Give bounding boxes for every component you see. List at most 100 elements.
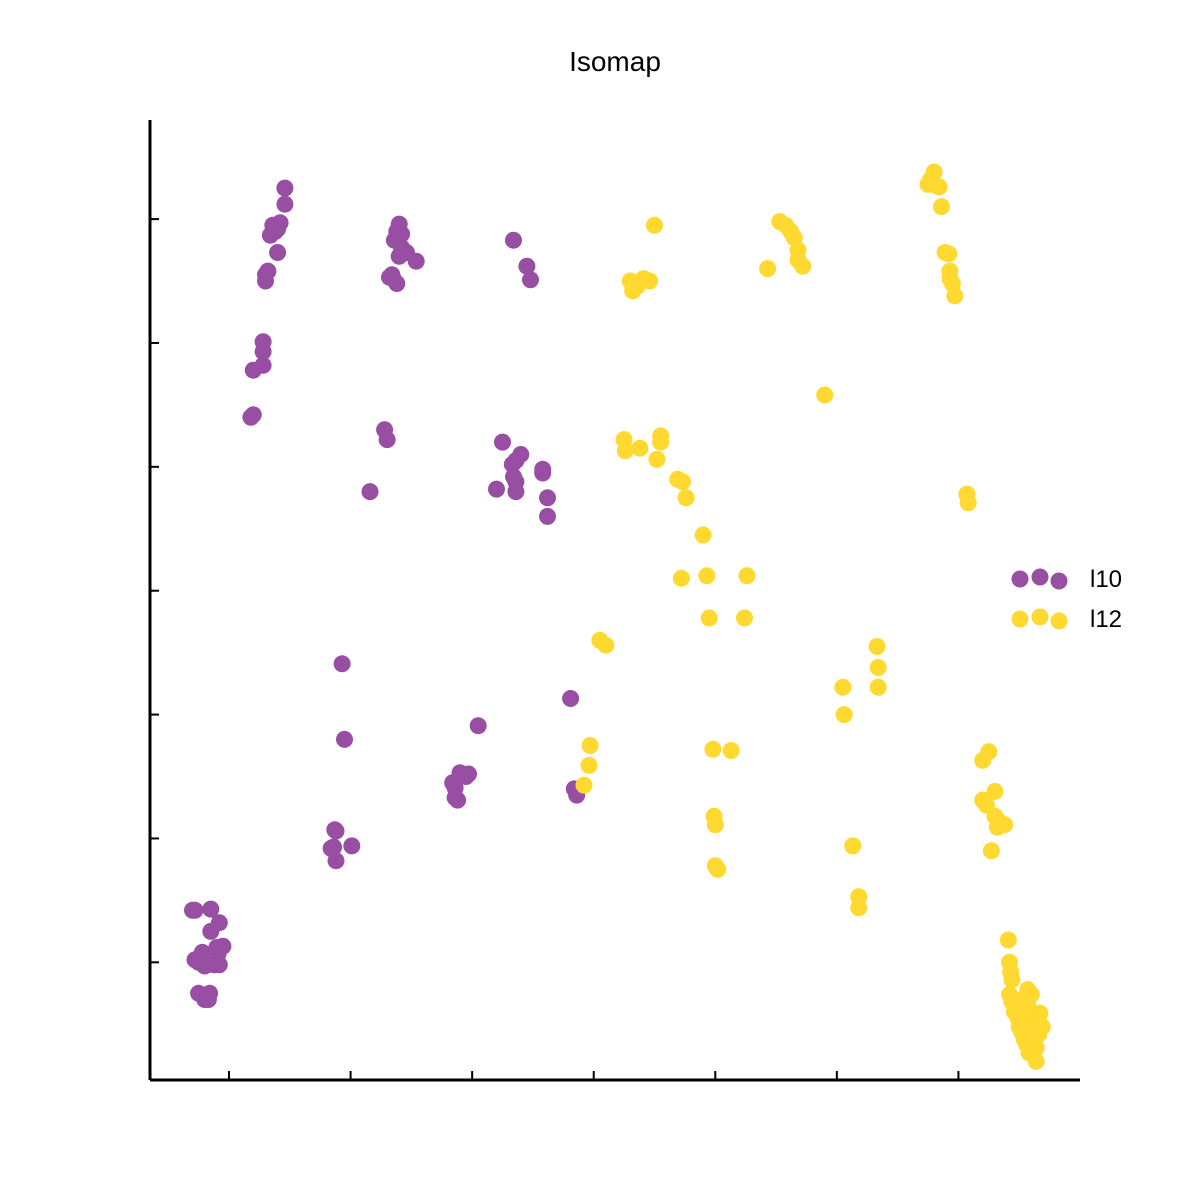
legend: l10 l12	[1011, 566, 1122, 633]
data-point-l12	[646, 216, 663, 234]
data-point-l10	[201, 984, 219, 1002]
data-point-l10	[460, 765, 477, 783]
data-point-l12	[940, 245, 958, 263]
data-point-l10	[407, 252, 425, 270]
data-point-l12	[672, 569, 690, 587]
data-point-l10	[202, 900, 220, 918]
data-point-l12	[677, 489, 695, 507]
data-point-l10	[269, 244, 287, 261]
data-point-l12	[869, 678, 887, 696]
data-point-l10	[518, 257, 536, 275]
data-point-l12	[868, 638, 886, 655]
data-point-l10	[325, 838, 343, 856]
data-point-l12	[704, 740, 722, 758]
data-point-l10	[254, 333, 272, 351]
data-point-l10	[449, 791, 467, 809]
data-point-l10	[507, 473, 525, 491]
data-point-l10	[361, 483, 379, 501]
data-point-l12	[1033, 1018, 1051, 1036]
data-point-l10	[383, 266, 401, 284]
data-point-l12	[986, 782, 1004, 800]
data-point-l12	[982, 842, 1000, 860]
data-point-l10	[343, 837, 361, 855]
legend-label-l12: l12	[1090, 606, 1122, 633]
legend-label-l10: l10	[1090, 566, 1122, 593]
data-point-l10	[378, 431, 396, 449]
legend-entry-l10: l10	[1011, 566, 1122, 593]
data-point-l12	[759, 260, 777, 278]
data-point-l12	[709, 860, 727, 878]
data-point-l10	[327, 852, 345, 870]
data-point-l10	[522, 271, 539, 289]
data-point-l10	[539, 507, 556, 525]
data-point-l10	[327, 822, 345, 840]
data-point-l12	[706, 816, 724, 834]
data-point-l12	[930, 178, 948, 196]
data-point-l10	[333, 655, 351, 673]
data-point-l12	[1027, 1052, 1045, 1070]
axes	[148, 120, 1080, 1082]
data-point-l12	[1022, 986, 1040, 1003]
data-point-l12	[580, 756, 598, 774]
legend-entry-l12: l12	[1011, 606, 1122, 633]
legend-marker-l12	[1011, 610, 1029, 628]
data-point-l12	[641, 272, 659, 290]
data-point-l12	[597, 636, 615, 654]
data-point-l12	[1031, 1004, 1049, 1022]
data-point-l12	[698, 567, 716, 585]
x-ticks	[228, 1071, 960, 1080]
data-point-l10	[562, 690, 580, 707]
data-point-l12	[999, 931, 1017, 949]
data-point-l12	[850, 899, 868, 917]
data-point-l10	[209, 945, 227, 963]
data-point-l10	[494, 433, 511, 451]
y-ticks	[150, 218, 159, 964]
data-point-l12	[980, 743, 998, 761]
legend-marker-l10	[1011, 570, 1029, 588]
data-point-l12	[1003, 971, 1021, 989]
data-point-l12	[835, 706, 853, 724]
data-point-l12	[616, 442, 634, 460]
data-point-l12	[722, 742, 740, 759]
data-point-l12	[1027, 1039, 1045, 1057]
chart-title: Isomap	[569, 46, 661, 77]
data-point-l12	[946, 287, 964, 305]
legend-marker-l12	[1050, 612, 1068, 630]
data-point-l10	[244, 406, 262, 424]
data-point-l12	[996, 816, 1014, 834]
data-point-l12	[736, 609, 753, 627]
data-point-l12	[834, 678, 852, 696]
data-point-l12	[816, 386, 834, 404]
data-point-l12	[575, 776, 593, 794]
data-point-l10	[276, 195, 294, 213]
data-point-l12	[652, 427, 670, 445]
data-point-l10	[336, 730, 353, 748]
data-point-l10	[271, 214, 289, 232]
data-point-l12	[738, 567, 756, 585]
data-point-l10	[512, 446, 530, 463]
data-point-l10	[254, 356, 272, 374]
data-point-l12	[648, 450, 666, 468]
data-point-l10	[539, 489, 556, 507]
data-point-l10	[505, 231, 522, 249]
legend-marker-l10	[1031, 568, 1049, 586]
data-point-l12	[925, 163, 943, 181]
data-point-l12	[700, 609, 718, 627]
data-point-l10	[393, 225, 411, 243]
data-point-l10	[259, 262, 277, 280]
data-point-l10	[186, 901, 204, 919]
data-point-l10	[202, 922, 220, 940]
data-point-l12	[631, 439, 649, 457]
data-point-l10	[488, 480, 505, 498]
data-point-l12	[794, 257, 812, 275]
data-point-l12	[932, 198, 950, 216]
data-points	[184, 163, 1051, 1070]
data-point-l12	[694, 526, 712, 544]
legend-marker-l12	[1031, 608, 1049, 626]
data-point-l12	[959, 494, 977, 512]
data-point-l10	[198, 956, 216, 974]
data-point-l12	[869, 659, 887, 676]
legend-marker-l10	[1050, 572, 1068, 590]
